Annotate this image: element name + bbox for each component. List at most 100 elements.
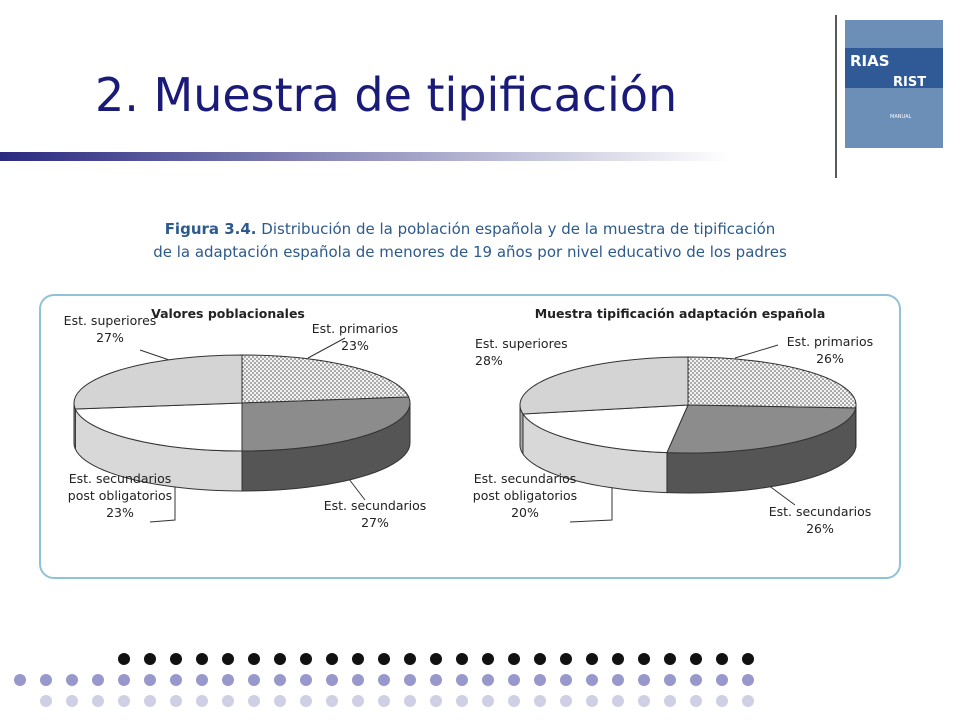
dot	[482, 674, 494, 686]
dot	[196, 674, 208, 686]
dot	[144, 695, 156, 707]
slice-value: 20%	[511, 505, 539, 520]
dot	[66, 695, 78, 707]
slice-label: Est. primarios	[786, 334, 874, 349]
dot	[170, 653, 182, 665]
dot	[534, 695, 546, 707]
caption-label: Figura 3.4.	[164, 220, 257, 238]
dot	[742, 674, 754, 686]
dot	[560, 653, 572, 665]
dot	[404, 695, 416, 707]
dot	[118, 695, 130, 707]
slice-label: Est. secundarios post obligatorios	[67, 471, 173, 503]
dot	[430, 695, 442, 707]
dot	[560, 674, 572, 686]
caption-line: de la adaptación española de menores de …	[153, 243, 787, 261]
dot	[638, 674, 650, 686]
dot	[586, 674, 598, 686]
cover-title: RIAS	[850, 52, 890, 70]
dot	[40, 674, 52, 686]
chart-title: Valores poblacionales	[151, 306, 305, 321]
slice-value: 23%	[106, 505, 134, 520]
slice-label: Est. superiores	[475, 336, 568, 351]
chart-title: Muestra tipificación adaptación española	[535, 306, 826, 321]
slice-label: Est. secundarios	[768, 504, 872, 519]
slice-value: 26%	[806, 521, 834, 536]
dot	[378, 695, 390, 707]
dot	[690, 653, 702, 665]
dot	[352, 695, 364, 707]
slice-value: 26%	[816, 351, 844, 366]
dot	[300, 674, 312, 686]
slice-label: Est. primarios	[311, 321, 399, 336]
dot	[560, 695, 572, 707]
dot	[638, 695, 650, 707]
dot	[404, 674, 416, 686]
slide-title: 2. Muestra de tipificación	[95, 68, 678, 122]
pie-slice	[522, 404, 689, 454]
dot	[40, 695, 52, 707]
dot	[456, 695, 468, 707]
dot	[638, 653, 650, 665]
pie-slice	[687, 356, 857, 409]
dot	[508, 674, 520, 686]
dot	[534, 674, 546, 686]
cover-title: RIST	[893, 75, 926, 90]
dot	[66, 674, 78, 686]
slice-label: Est. secundarios	[323, 498, 427, 513]
dot	[456, 674, 468, 686]
slice-label: Est. superiores	[63, 313, 157, 328]
dot	[196, 653, 208, 665]
dot	[508, 653, 520, 665]
dot	[222, 674, 234, 686]
dot	[612, 695, 624, 707]
caption-text: Distribución de la población española y …	[261, 220, 776, 238]
dot	[664, 695, 676, 707]
pie-slice	[74, 402, 243, 452]
dot	[664, 674, 676, 686]
dot	[300, 695, 312, 707]
dot	[430, 653, 442, 665]
cover-label: MANUAL	[890, 114, 912, 120]
slice-value: 28%	[475, 353, 503, 368]
dot	[118, 653, 130, 665]
dot	[248, 674, 260, 686]
dot	[378, 674, 390, 686]
dot	[716, 653, 728, 665]
slice-value: 27%	[361, 515, 389, 530]
dot	[248, 653, 260, 665]
dot	[586, 695, 598, 707]
dot	[352, 653, 364, 665]
chart-frame	[39, 294, 901, 579]
dot	[534, 653, 546, 665]
dot	[612, 674, 624, 686]
dot	[612, 653, 624, 665]
pie-side	[73, 402, 76, 450]
dot	[222, 695, 234, 707]
dot	[326, 674, 338, 686]
pie-slice	[666, 404, 857, 454]
dot	[92, 695, 104, 707]
dot	[196, 695, 208, 707]
pie-slice	[241, 396, 411, 452]
caption-line: Figura 3.4. Distribución de la población…	[100, 218, 840, 241]
pie-slice	[73, 354, 243, 410]
dot	[508, 695, 520, 707]
dot	[430, 674, 442, 686]
dot	[144, 674, 156, 686]
dot	[664, 653, 676, 665]
dot	[716, 674, 728, 686]
dot	[170, 674, 182, 686]
dot	[92, 674, 104, 686]
dot	[170, 695, 182, 707]
dot	[404, 653, 416, 665]
dot	[222, 653, 234, 665]
dot	[14, 674, 26, 686]
slice-label: Est. secundarios post obligatorios	[472, 471, 578, 503]
dot	[742, 653, 754, 665]
figure-caption: Figura 3.4. Distribución de la población…	[100, 218, 840, 264]
title-bar	[0, 152, 730, 161]
dot	[482, 653, 494, 665]
